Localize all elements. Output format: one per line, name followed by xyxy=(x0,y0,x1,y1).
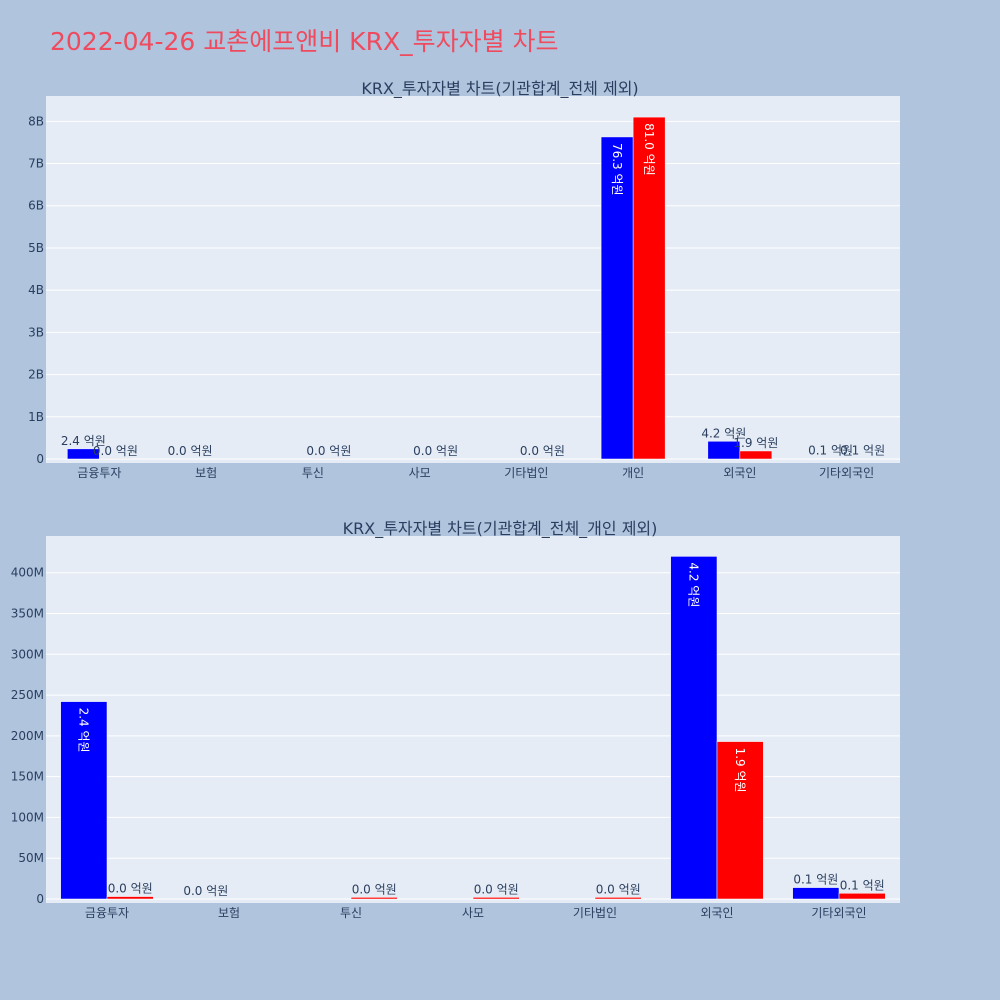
bar xyxy=(739,450,773,460)
y-tick-label: 100M xyxy=(11,810,44,824)
bar xyxy=(600,136,634,460)
bar xyxy=(792,887,840,900)
x-tick-label: 외국인 xyxy=(723,466,756,480)
chart-2: 0 50M 100M 150M 200M 250M 300M 350M 400M KRX_투자자별… xyxy=(11,519,900,920)
y-tick-label: 7B xyxy=(28,157,44,171)
bar xyxy=(350,897,398,900)
chart-title: KRX_투자자별 차트(기관합계_전체_개인 제외) xyxy=(343,519,658,539)
bar-value-label: 81.0 억원 xyxy=(642,123,656,176)
bar xyxy=(594,897,642,900)
bar-value-label: 0.0 억원 xyxy=(108,882,153,896)
bar xyxy=(472,897,520,900)
bar-value-label: 76.3 억원 xyxy=(610,143,624,196)
x-tick-label: 기타외국인 xyxy=(819,466,874,480)
bar-value-label: 0.1 억원 xyxy=(840,444,885,458)
x-tick-label: 기타외국인 xyxy=(811,906,866,920)
bar-value-label: 0.1 억원 xyxy=(793,873,838,887)
x-tick-label: 기타법인 xyxy=(504,466,548,480)
bar xyxy=(670,556,718,900)
x-tick-label: 투신 xyxy=(340,906,362,920)
x-tick-label: 사모 xyxy=(409,466,431,480)
bar-value-label: 0.1 억원 xyxy=(840,878,885,892)
x-tick-label: 금융투자 xyxy=(77,466,121,480)
bar-value-label: 0.0 억원 xyxy=(413,444,458,458)
y-tick-label: 400M xyxy=(11,566,44,580)
bar xyxy=(716,741,764,900)
y-tick-label: 4B xyxy=(28,283,44,297)
bar-value-label: 0.0 억원 xyxy=(183,884,228,898)
page-title: 2022-04-26 교촌에프앤비 KRX_투자자별 차트 xyxy=(50,27,559,56)
bar xyxy=(106,896,154,900)
plot-area xyxy=(46,96,900,463)
y-tick-label: 150M xyxy=(11,770,44,784)
bar-value-label: 0.0 억원 xyxy=(474,882,519,896)
x-tick-label: 보험 xyxy=(195,466,217,480)
bar-value-label: 4.2 억원 xyxy=(687,562,701,607)
x-tick-label: 개인 xyxy=(622,466,644,480)
bar-value-label: 0.0 억원 xyxy=(596,882,641,896)
bar-value-label: 1.9 억원 xyxy=(733,436,778,450)
bar-value-label: 0.0 억원 xyxy=(168,444,213,458)
y-tick-label: 2B xyxy=(28,368,44,382)
y-tick-label: 5B xyxy=(28,241,44,255)
plot-area xyxy=(46,536,900,903)
x-tick-label: 보험 xyxy=(218,906,240,920)
bar-value-label: 4.2 억원 xyxy=(701,426,746,440)
y-tick-label: 1B xyxy=(28,410,44,424)
bar-value-label: 0.0 억원 xyxy=(93,444,138,458)
bar-value-label: 0.1 억원 xyxy=(808,444,853,458)
bar-value-label: 1.9 억원 xyxy=(733,748,747,793)
y-tick-label: 50M xyxy=(18,851,44,865)
bar-value-label: 0.0 억원 xyxy=(520,444,565,458)
bar xyxy=(60,701,108,900)
x-tick-label: 기타법인 xyxy=(573,906,617,920)
y-tick-label: 0 xyxy=(36,892,44,906)
bar-value-label: 0.0 억원 xyxy=(306,444,351,458)
bar-value-label: 0.0 억원 xyxy=(352,882,397,896)
y-tick-label: 300M xyxy=(11,647,44,661)
bar xyxy=(707,441,741,460)
y-tick-label: 6B xyxy=(28,199,44,213)
x-tick-label: 사모 xyxy=(462,906,484,920)
y-tick-label: 200M xyxy=(11,729,44,743)
y-tick-label: 250M xyxy=(11,688,44,702)
bar-value-label: 2.4 억원 xyxy=(77,708,91,753)
y-tick-label: 350M xyxy=(11,606,44,620)
bar-value-label: 2.4 억원 xyxy=(61,434,106,448)
bar xyxy=(67,448,100,460)
x-tick-label: 금융투자 xyxy=(85,906,129,920)
y-tick-label: 0 xyxy=(36,452,44,466)
bar xyxy=(632,116,666,460)
x-tick-label: 투신 xyxy=(302,466,324,480)
chart-1: 0 1B 2B 3B 4B 5B 6B 7B 8B KRX_투자자별 차트(기관합계_전체 제외)… xyxy=(28,79,900,480)
chart-title: KRX_투자자별 차트(기관합계_전체 제외) xyxy=(361,79,638,99)
y-tick-label: 3B xyxy=(28,325,44,339)
y-tick-label: 8B xyxy=(28,114,44,128)
x-tick-label: 외국인 xyxy=(700,906,733,920)
bar xyxy=(838,893,886,900)
